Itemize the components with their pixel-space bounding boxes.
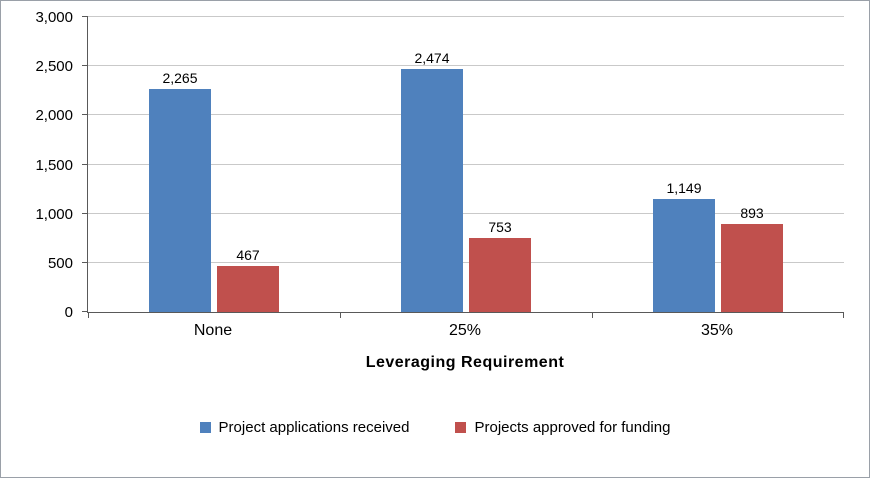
y-axis-tick [82,114,88,116]
bar-series-1 [149,89,211,312]
y-axis-tick-label: 0 [64,304,73,321]
bar-group: 2,265 467 [88,17,340,312]
y-axis-tick [82,163,88,165]
legend-label: Projects approved for funding [474,419,671,436]
legend-item: Projects approved for funding [455,419,670,436]
x-axis-tick [591,312,593,318]
bar-column: 2,265 [149,17,211,312]
legend-swatch [199,422,211,433]
bar-series-1 [401,68,463,312]
value-label: 753 [488,218,512,235]
y-axis-tick-label: 3,000 [35,9,73,26]
y-axis-tick-label: 2,500 [35,58,73,76]
x-axis-tick [843,312,844,318]
gridline [88,163,844,165]
bar-groups: 2,265 467 2,474 753 1,149 893 [88,17,844,312]
legend: Project applications received Projects ap… [1,419,869,436]
value-label: 893 [740,205,764,222]
y-axis-labels: 0 500 1,000 1,500 2,000 2,500 3,000 [1,10,77,320]
gridline [88,114,844,116]
value-label: 1,149 [666,180,702,197]
y-axis-tick [82,65,88,67]
y-axis-tick-label: 1,000 [35,205,73,223]
x-category-label: 35% [700,322,734,339]
legend-label: Project applications received [218,419,410,436]
y-axis-tick-label: 500 [47,254,73,272]
gridline [88,261,844,263]
x-category-label: 25% [448,322,482,339]
x-axis-tick [88,312,89,318]
bar-column: 467 [217,17,279,312]
gridline [88,65,844,67]
y-axis-tick [82,16,88,17]
y-axis-tick [82,261,88,263]
bar-column: 1,149 [653,17,715,312]
bar-column: 893 [721,17,783,312]
x-category-row: None 25% 35% [87,322,843,340]
bar-group: 1,149 893 [592,17,844,312]
bar-column: 753 [469,17,531,312]
y-axis-tick-label: 2,000 [35,107,73,125]
legend-swatch [455,422,467,433]
plot-area: 2,265 467 2,474 753 1,149 893 [82,16,844,318]
y-axis-tick [82,212,88,214]
bar-column: 2,474 [401,17,463,312]
bar-series-2 [469,237,531,312]
x-axis-tick [339,312,341,318]
y-axis-tick-label: 1,500 [35,156,73,174]
x-axis-title: Leveraging Requirement [365,354,565,371]
y-axis-tick [82,311,88,312]
value-label: 467 [236,247,260,264]
legend-item: Project applications received [199,419,410,436]
gridline [88,212,844,214]
value-label: 2,265 [162,70,198,87]
bar-series-2 [217,266,279,312]
bar-series-2 [721,224,783,312]
value-label: 2,474 [414,49,450,66]
bar-group: 2,474 753 [340,17,592,312]
gridline [88,16,844,17]
bar-series-1 [653,199,715,312]
x-category-label: None [193,322,233,339]
